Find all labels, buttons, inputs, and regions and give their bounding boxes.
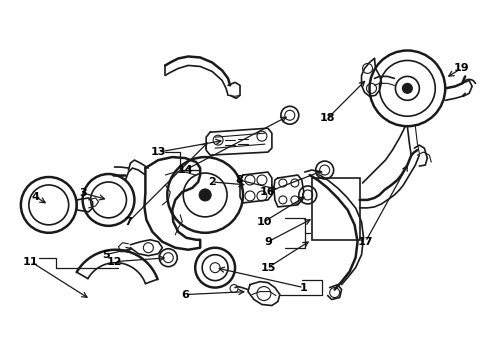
Text: 13: 13 <box>150 147 166 157</box>
Text: 1: 1 <box>300 283 308 293</box>
Bar <box>312 178 360 240</box>
Text: 4: 4 <box>32 192 40 202</box>
Text: 16: 16 <box>260 187 276 197</box>
Text: 19: 19 <box>453 63 469 73</box>
Text: 9: 9 <box>264 237 272 247</box>
Text: 12: 12 <box>107 257 122 267</box>
Text: 8: 8 <box>235 175 243 185</box>
Text: 14: 14 <box>177 165 193 175</box>
Text: 6: 6 <box>181 289 189 300</box>
Text: 3: 3 <box>79 188 86 198</box>
Text: 5: 5 <box>102 250 109 260</box>
Text: 15: 15 <box>260 263 275 273</box>
Circle shape <box>402 84 413 93</box>
Text: 11: 11 <box>23 257 39 267</box>
Text: 10: 10 <box>256 217 271 227</box>
Text: 18: 18 <box>320 113 336 123</box>
Circle shape <box>199 189 211 201</box>
Text: 2: 2 <box>208 177 216 187</box>
Text: 7: 7 <box>124 217 132 227</box>
Text: 17: 17 <box>358 237 373 247</box>
